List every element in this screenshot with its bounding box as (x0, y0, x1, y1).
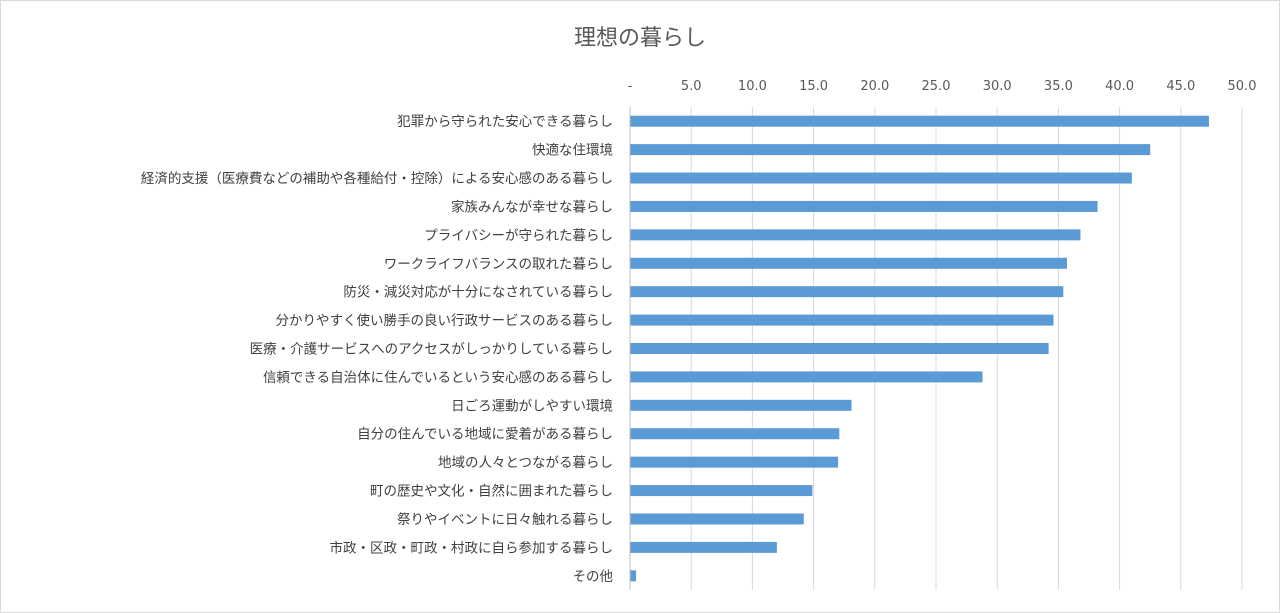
x-tick-label: 5.0 (681, 79, 702, 94)
bar (630, 570, 637, 582)
category-label: 地域の人々とつながる暮らし (438, 455, 613, 471)
bar (630, 115, 1209, 127)
bar (630, 428, 840, 440)
bar (630, 172, 1132, 184)
x-tick-label: 25.0 (922, 79, 951, 94)
x-tick-label: 40.0 (1105, 79, 1134, 94)
bar (630, 257, 1067, 269)
x-axis-ticks: - 5.0 10.0 15.0 20.0 25.0 30.0 35.0 40.0 45.0 50.0 (628, 79, 1257, 94)
category-label: 町の歴史や文化・自然に囲まれた暮らし (370, 483, 613, 500)
x-tick-label: - (628, 79, 633, 94)
category-label: 経済的支援（医療費などの補助や各種給付・控除）による安心感のある暮らし (141, 170, 613, 187)
category-label: 日ごろ運動がしやすい環境 (451, 398, 613, 414)
category-label: 分かりやすく使い勝手の良い行政サービスのある暮らし (276, 312, 614, 329)
category-label: 信頼できる自治体に住んでいるという安心感のある暮らし (263, 369, 613, 386)
bar (630, 541, 777, 553)
x-tick-label: 35.0 (1044, 79, 1073, 94)
category-label: ワークライフバランスの取れた暮らし (384, 256, 613, 272)
bar (630, 343, 1049, 354)
category-label: その他 (573, 569, 614, 585)
bar (630, 399, 852, 411)
x-tick-label: 50.0 (1228, 79, 1257, 94)
category-label: 自分の住んでいる地域に愛着がある暮らし (357, 426, 613, 443)
chart-title: 理想の暮らし (573, 26, 706, 51)
bar (630, 314, 1054, 326)
bar (630, 371, 983, 383)
category-label: 祭りやイベントに日々触れる暮らし (397, 512, 613, 528)
x-tick-label: 45.0 (1166, 79, 1195, 94)
bar (630, 200, 1098, 212)
bar (630, 485, 813, 497)
x-tick-label: 20.0 (860, 79, 889, 94)
category-label: プライバシーが守られた暮らし (424, 228, 613, 244)
category-label: 市政・区政・町政・村政に自ら参加する暮らし (330, 539, 614, 556)
bar (630, 144, 1151, 156)
category-label: 防災・減災対応が十分になされている暮らし (343, 284, 613, 301)
category-labels: 犯罪から守られた安心できる暮らし快適な住環境経済的支援（医療費などの補助や各種給… (141, 114, 613, 585)
x-tick-label: 30.0 (983, 79, 1012, 94)
bar (630, 513, 804, 525)
category-label: 医療・介護サービスへのアクセスがしっかりしている暮らし (250, 341, 613, 358)
bar (630, 286, 1064, 298)
bars (630, 115, 1209, 582)
category-label: 家族みんなが幸せな暮らし (451, 198, 613, 215)
bar (630, 229, 1081, 241)
category-label: 快適な住環境 (532, 142, 613, 159)
x-tick-label: 15.0 (799, 79, 828, 94)
bar (630, 456, 839, 468)
category-label: 犯罪から守られた安心できる暮らし (397, 114, 613, 130)
x-tick-label: 10.0 (738, 79, 767, 94)
